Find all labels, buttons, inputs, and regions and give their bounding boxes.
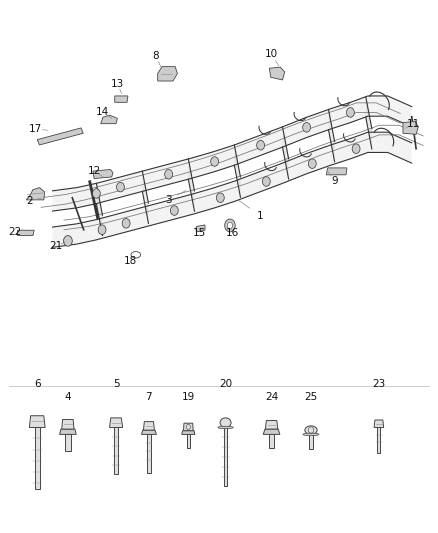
Circle shape [303, 123, 311, 132]
Polygon shape [309, 434, 313, 449]
Circle shape [211, 157, 219, 166]
Polygon shape [147, 434, 151, 473]
Polygon shape [196, 225, 205, 232]
Polygon shape [143, 422, 154, 430]
Polygon shape [65, 434, 71, 451]
Ellipse shape [218, 426, 233, 429]
Polygon shape [29, 416, 45, 427]
Text: 11: 11 [407, 119, 420, 128]
Circle shape [308, 159, 316, 168]
Polygon shape [93, 169, 113, 179]
Text: 8: 8 [152, 51, 159, 61]
Polygon shape [110, 418, 123, 427]
Polygon shape [184, 423, 193, 431]
Polygon shape [326, 168, 347, 175]
Text: 10: 10 [265, 50, 278, 59]
Text: 4: 4 [64, 392, 71, 402]
Polygon shape [53, 96, 412, 211]
Text: 16: 16 [226, 228, 239, 238]
Polygon shape [53, 132, 412, 247]
Polygon shape [378, 427, 380, 453]
Polygon shape [141, 430, 156, 434]
Text: 14: 14 [96, 107, 110, 117]
Polygon shape [35, 427, 39, 489]
Text: 15: 15 [193, 228, 206, 238]
Circle shape [92, 189, 100, 198]
Circle shape [165, 169, 173, 179]
Circle shape [225, 219, 235, 232]
Text: 25: 25 [304, 392, 318, 402]
Text: 23: 23 [372, 379, 385, 389]
Circle shape [227, 222, 233, 229]
Text: 12: 12 [88, 166, 101, 175]
Polygon shape [96, 183, 102, 236]
Text: 19: 19 [182, 392, 195, 402]
Ellipse shape [220, 418, 231, 427]
Circle shape [117, 182, 124, 192]
Polygon shape [182, 431, 195, 434]
Polygon shape [403, 122, 418, 134]
Circle shape [122, 219, 130, 228]
Polygon shape [60, 429, 76, 434]
Circle shape [262, 176, 270, 186]
Text: 21: 21 [49, 241, 63, 251]
Polygon shape [234, 145, 240, 197]
Circle shape [98, 225, 106, 235]
Polygon shape [115, 96, 128, 102]
Polygon shape [62, 419, 74, 429]
Circle shape [64, 236, 72, 246]
Circle shape [170, 206, 178, 215]
Circle shape [352, 144, 360, 154]
Polygon shape [26, 188, 45, 200]
Polygon shape [188, 159, 194, 211]
Text: 3: 3 [165, 195, 172, 205]
Text: 20: 20 [219, 379, 232, 389]
Polygon shape [142, 171, 148, 223]
Text: 24: 24 [265, 392, 278, 402]
Polygon shape [328, 109, 335, 161]
Polygon shape [187, 434, 190, 448]
Circle shape [216, 193, 224, 203]
Text: 22: 22 [9, 227, 22, 237]
Text: 18: 18 [124, 256, 137, 266]
Polygon shape [366, 97, 372, 149]
Ellipse shape [303, 433, 319, 435]
Ellipse shape [305, 426, 317, 434]
Polygon shape [114, 427, 118, 474]
Polygon shape [269, 67, 285, 80]
Text: 9: 9 [332, 176, 339, 186]
Polygon shape [374, 420, 384, 427]
Polygon shape [263, 429, 280, 434]
Polygon shape [265, 421, 278, 429]
Polygon shape [18, 230, 34, 236]
Polygon shape [283, 127, 289, 179]
Polygon shape [158, 67, 177, 81]
Circle shape [257, 140, 265, 150]
Text: 1: 1 [257, 211, 264, 221]
Text: 2: 2 [26, 197, 33, 206]
Text: 6: 6 [34, 379, 41, 389]
Circle shape [346, 108, 354, 117]
Text: 17: 17 [29, 124, 42, 134]
Polygon shape [37, 128, 83, 145]
Polygon shape [101, 115, 117, 124]
Text: 5: 5 [113, 379, 120, 389]
Polygon shape [269, 434, 274, 448]
Text: 7: 7 [145, 392, 152, 402]
Polygon shape [224, 427, 227, 486]
Text: 13: 13 [111, 79, 124, 88]
